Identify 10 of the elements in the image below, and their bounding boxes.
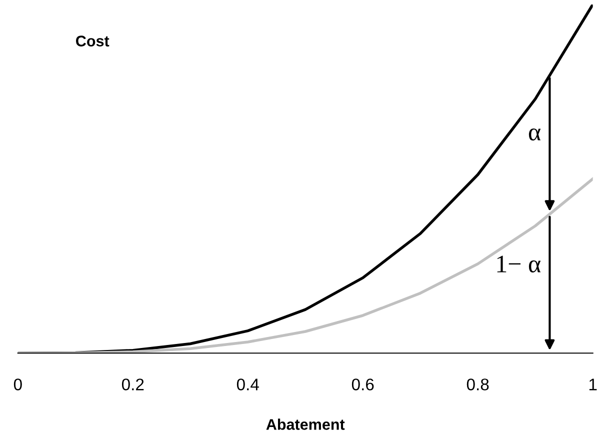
x-tick-label: 0.4 — [236, 378, 259, 390]
x-tick-label: 0.2 — [122, 378, 144, 390]
y-axis-title: Cost — [76, 36, 110, 46]
x-tick-label: 1 — [589, 378, 597, 390]
x-tick-label: 0.6 — [352, 378, 374, 390]
annotation: 1− α — [497, 256, 541, 272]
x-tick-label: 0 — [14, 378, 22, 390]
annotation: α — [528, 128, 541, 141]
x-tick-label: 0.8 — [466, 378, 489, 390]
x-axis-title: Abatement — [266, 418, 345, 430]
